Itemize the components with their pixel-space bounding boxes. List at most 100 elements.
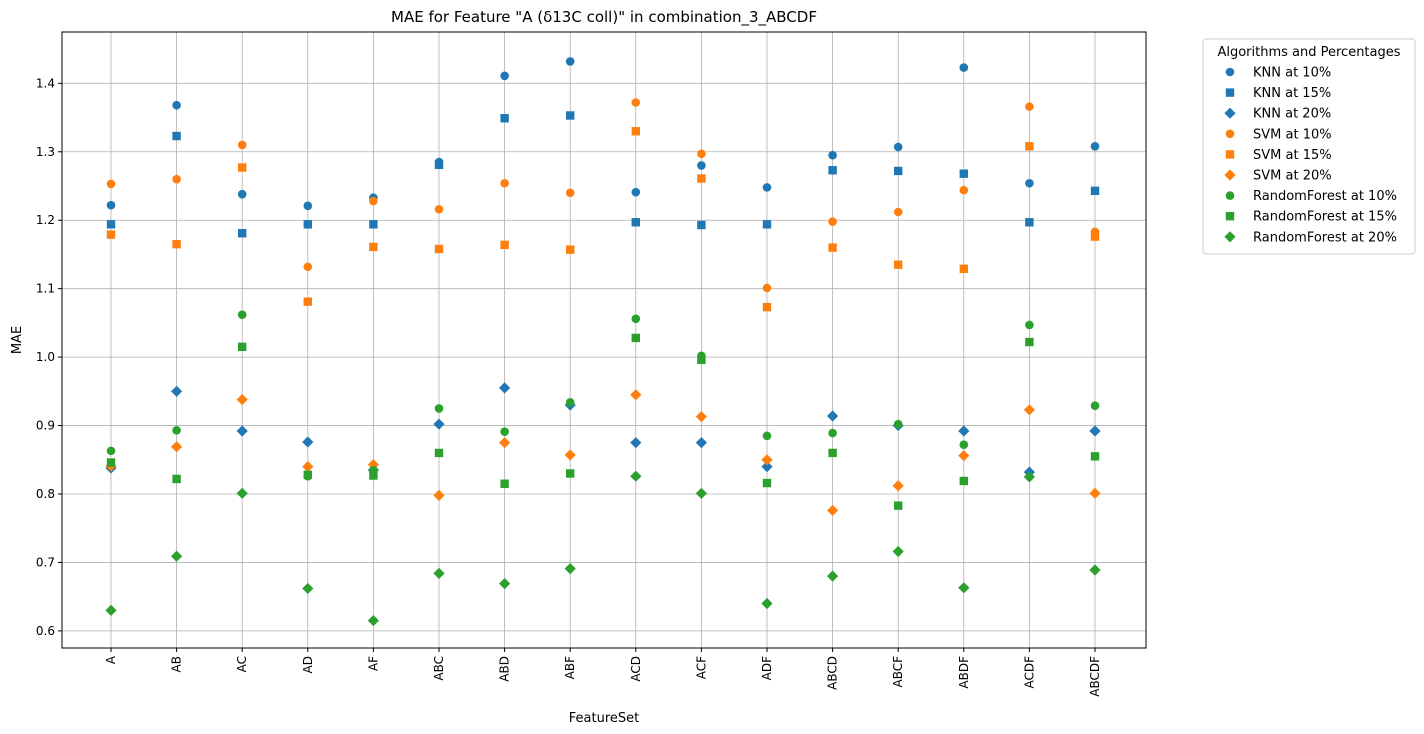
- x-tick-label: AC: [235, 656, 249, 672]
- y-tick-label: 1.1: [36, 282, 55, 296]
- data-point: [303, 470, 312, 480]
- data-point: [236, 487, 248, 499]
- y-tick-label: 0.9: [36, 419, 55, 433]
- data-point: [434, 160, 444, 169]
- x-tick-label: ACD: [629, 656, 643, 682]
- data-point: [827, 570, 839, 582]
- data-point: [1090, 452, 1100, 461]
- data-point: [433, 567, 445, 579]
- data-point: [631, 314, 641, 324]
- data-point: [630, 389, 642, 401]
- data-point: [762, 478, 772, 488]
- data-point: [959, 169, 968, 178]
- data-point: [630, 470, 642, 482]
- data-point: [302, 436, 314, 448]
- y-tick-label: 0.6: [36, 624, 55, 638]
- x-tick-label: ABCDF: [1088, 656, 1102, 697]
- x-tick-label: ABDF: [957, 656, 971, 689]
- data-point: [893, 207, 903, 217]
- x-tick-label: ABCF: [891, 656, 905, 688]
- data-point: [828, 448, 837, 458]
- data-point: [566, 469, 575, 478]
- x-tick-label: ACF: [694, 656, 708, 679]
- data-point: [894, 501, 903, 510]
- data-point: [762, 431, 772, 441]
- data-point: [499, 578, 511, 590]
- data-point: [828, 217, 837, 226]
- data-point: [828, 166, 837, 175]
- y-tick-label: 0.7: [36, 555, 55, 569]
- chart-title: MAE for Feature "A (δ13C coll)" in combi…: [391, 8, 817, 27]
- legend-frame: [1202, 38, 1416, 255]
- data-point: [565, 188, 575, 198]
- data-point: [892, 480, 904, 492]
- data-point: [761, 461, 773, 473]
- data-point: [106, 446, 116, 456]
- data-point: [762, 302, 772, 312]
- data-point: [238, 229, 247, 238]
- data-point: [500, 71, 509, 81]
- data-point: [105, 604, 117, 616]
- data-point: [500, 178, 509, 188]
- data-point: [237, 140, 247, 150]
- series-group: [105, 389, 1101, 517]
- data-point: [828, 243, 837, 252]
- series-group: [106, 127, 1100, 312]
- data-point: [958, 582, 970, 594]
- data-point: [958, 450, 970, 462]
- series-group: [106, 111, 1100, 238]
- data-point: [369, 220, 378, 229]
- x-tick-label: AD: [301, 656, 315, 673]
- data-point: [106, 200, 116, 210]
- data-point: [894, 166, 903, 176]
- y-axis-label: MAE: [10, 326, 25, 354]
- data-point: [631, 98, 641, 107]
- y-tick-label: 1.3: [36, 145, 55, 159]
- legend-label: SVM at 10%: [1253, 127, 1332, 142]
- data-point: [1025, 218, 1034, 227]
- x-tick-label: ABC: [432, 656, 446, 681]
- marks-layer: [105, 57, 1101, 627]
- legend-marker: [1225, 129, 1235, 139]
- data-point: [894, 260, 903, 269]
- legend-marker: [1225, 150, 1235, 159]
- data-point: [369, 196, 378, 206]
- data-point: [827, 504, 839, 517]
- data-point: [434, 404, 444, 413]
- data-point: [828, 428, 837, 438]
- data-point: [237, 310, 247, 319]
- data-point: [893, 419, 903, 429]
- grid-layer: [62, 32, 1146, 648]
- data-point: [1090, 401, 1100, 411]
- data-point: [172, 474, 181, 484]
- x-tick-label: AF: [366, 656, 380, 671]
- data-point: [303, 297, 312, 306]
- data-point: [303, 220, 312, 229]
- x-tick-label: ADF: [760, 656, 774, 680]
- data-point: [697, 220, 706, 230]
- data-point: [697, 355, 706, 365]
- data-point: [172, 100, 181, 110]
- data-point: [500, 240, 509, 250]
- data-point: [631, 218, 640, 227]
- data-point: [566, 245, 575, 254]
- legend-label: KNN at 15%: [1253, 86, 1331, 101]
- legend-marker: [1224, 231, 1236, 243]
- data-point: [172, 239, 181, 249]
- data-point: [1090, 186, 1100, 195]
- x-axis-label: FeatureSet: [569, 711, 639, 726]
- data-point: [367, 458, 379, 471]
- x-tick-label: ACDF: [1022, 656, 1036, 689]
- data-point: [369, 242, 378, 252]
- data-point: [631, 187, 641, 197]
- x-tick-label: AB: [170, 656, 184, 672]
- data-point: [369, 471, 378, 480]
- data-point: [697, 149, 706, 159]
- data-point: [1025, 142, 1034, 151]
- data-point: [697, 161, 706, 170]
- legend-marker: [1225, 212, 1235, 221]
- data-point: [1090, 232, 1100, 241]
- series-group: [105, 382, 1101, 478]
- data-point: [434, 204, 444, 214]
- data-point: [106, 458, 116, 467]
